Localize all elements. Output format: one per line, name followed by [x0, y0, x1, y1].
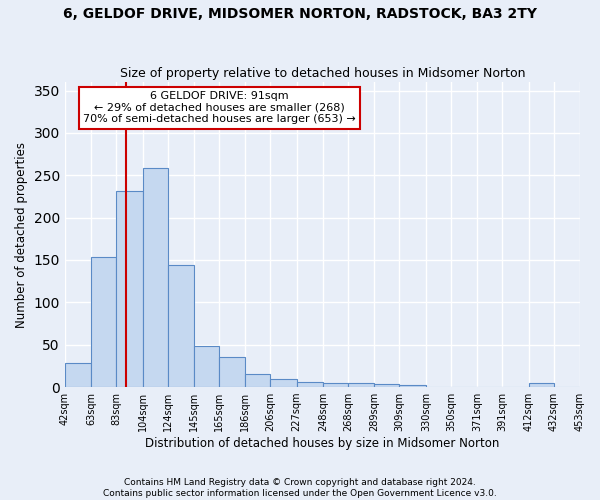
Bar: [143, 168, 167, 387]
Bar: [374, 384, 400, 387]
Text: Contains HM Land Registry data © Crown copyright and database right 2024.
Contai: Contains HM Land Registry data © Crown c…: [103, 478, 497, 498]
Bar: [271, 380, 296, 387]
Y-axis label: Number of detached properties: Number of detached properties: [15, 142, 28, 328]
Title: Size of property relative to detached houses in Midsomer Norton: Size of property relative to detached ho…: [119, 66, 525, 80]
Text: 6 GELDOF DRIVE: 91sqm
← 29% of detached houses are smaller (268)
70% of semi-det: 6 GELDOF DRIVE: 91sqm ← 29% of detached …: [83, 91, 356, 124]
Bar: [167, 265, 194, 387]
X-axis label: Distribution of detached houses by size in Midsomer Norton: Distribution of detached houses by size …: [145, 437, 500, 450]
Bar: [65, 364, 91, 387]
Bar: [194, 346, 219, 387]
Bar: [116, 190, 143, 387]
Bar: [400, 384, 426, 387]
Bar: [245, 374, 271, 387]
Bar: [91, 256, 116, 387]
Bar: [296, 382, 323, 387]
Bar: [323, 383, 348, 387]
Bar: [348, 383, 374, 387]
Text: 6, GELDOF DRIVE, MIDSOMER NORTON, RADSTOCK, BA3 2TY: 6, GELDOF DRIVE, MIDSOMER NORTON, RADSTO…: [63, 8, 537, 22]
Bar: [529, 383, 554, 387]
Bar: [219, 356, 245, 387]
